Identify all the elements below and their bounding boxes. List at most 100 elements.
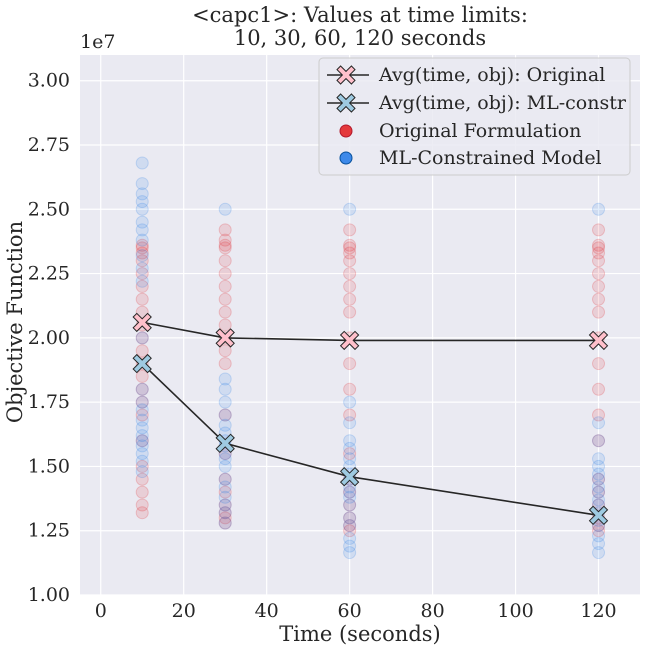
original-formulation-point [218,357,232,371]
y-axis-label: Objective Function [3,221,27,423]
legend-label-ml-avg: Avg(time, obj): ML-constr [378,92,627,114]
ml-constrained-point [135,223,149,237]
original-formulation-point [135,485,149,499]
ml-constrained-point [218,395,232,409]
ml-constrained-point [135,395,149,409]
x-tick-label: 120 [580,600,616,622]
legend-marker-blue-dot [339,151,353,165]
original-formulation-point [218,254,232,268]
original-formulation-point [343,223,357,237]
ml-constrained-point [592,546,606,560]
ml-constrained-point [135,331,149,345]
original-formulation-point [135,506,149,520]
ml-constrained-point [592,472,606,486]
ml-constrained-point [135,274,149,288]
ml-constrained-point [218,408,232,422]
original-formulation-point [343,524,357,538]
original-formulation-point [343,279,357,293]
original-formulation-point [343,511,357,525]
original-formulation-point [592,382,606,396]
original-formulation-point [218,233,232,247]
ml-constrained-point [343,539,357,553]
original-formulation-point [135,279,149,293]
ml-constrained-point [592,480,606,494]
x-tick-label: 60 [338,600,362,622]
ml-constrained-point [135,156,149,170]
original-avg-marker [132,312,152,333]
original-formulation-point [343,485,357,499]
original-formulation-point [592,241,606,255]
ml-constrained-point [135,454,149,468]
y-tick-label: 1.75 [28,391,70,413]
original-formulation-point [218,344,232,358]
legend-item-original-formulation: Original Formulation [339,120,581,142]
ml-constrained-point [592,493,606,507]
original-formulation-point [218,506,232,520]
original-formulation-point [135,472,149,486]
original-formulation-point [592,279,606,293]
original-formulation-point [218,305,232,319]
x-tick-label: 0 [95,600,107,622]
original-formulation-point [135,408,149,422]
original-formulation-point [592,357,606,371]
ml-constrained-point [135,429,149,443]
original-formulation-point [218,472,232,486]
ml-avg-line [141,363,599,517]
ml-constrained-point [592,434,606,448]
y-tick-label: 1.00 [28,584,70,606]
ml-avg-marker [588,505,609,526]
ml-constrained-point [218,506,232,520]
ml-constrained-point [135,439,149,453]
y-tick-label: 3.00 [28,70,70,92]
original-formulation-point [135,344,149,358]
original-formulation-point [135,292,149,306]
ml-constrained-point [343,452,357,466]
ml-constrained-point [592,416,606,430]
ml-constrained-point [135,215,149,229]
ml-constrained-point [343,546,357,560]
x-tick-label: 80 [420,600,444,622]
original-formulation-point [343,408,357,422]
ml-constrained-point [218,516,232,530]
legend-label-original-formulation: Original Formulation [379,120,581,142]
original-formulation-point [135,254,149,268]
ml-constrained-point [135,261,149,275]
original-formulation-point [343,238,357,252]
original-formulation-point [218,238,232,252]
ml-constrained-point [343,434,357,448]
ml-constrained-point [218,372,232,386]
ml-constrained-point [218,490,232,504]
original-formulation-point [343,519,357,533]
original-formulation-point [135,267,149,281]
legend-marker-x-blue [336,93,356,113]
ml-constrained-point [592,467,606,481]
original-formulation-point [592,305,606,319]
original-formulation-point [343,447,357,461]
x-tick-label: 20 [172,600,196,622]
ml-constrained-point [218,480,232,494]
original-formulation-point [218,223,232,237]
original-formulation-point [592,472,606,486]
legend: Avg(time, obj): Original Avg(time, obj):… [318,57,631,176]
x-tick-label: 40 [255,600,279,622]
original-formulation-point [218,267,232,281]
ml-constrained-point [135,177,149,191]
ml-constrained-point [592,459,606,473]
original-formulation-point [218,485,232,499]
y-tick-label: 2.00 [28,327,70,349]
ml-constrained-point [343,485,357,499]
x-tick-label: 100 [497,600,533,622]
legend-box [318,57,631,176]
ml-constrained-point [343,531,357,545]
ml-constrained-point [135,413,149,427]
y-tick-label: 2.50 [28,198,70,220]
original-formulation-point [592,223,606,237]
original-formulation-point [343,246,357,260]
ml-constrained-point [592,485,606,499]
original-formulation-point [343,305,357,319]
original-formulation-point [218,241,232,255]
ml-constrained-point [135,187,149,201]
ml-constrained-point [135,434,149,448]
legend-item-ml-constrained: ML-Constrained Model [339,147,602,169]
y-tick-label: 1.50 [28,455,70,477]
